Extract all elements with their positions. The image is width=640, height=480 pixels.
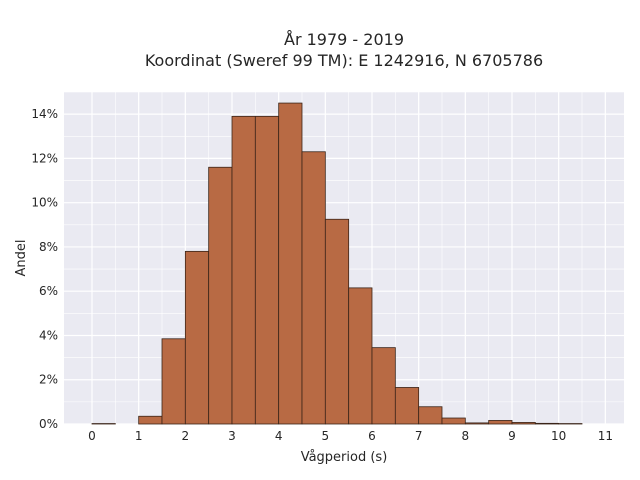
x-tick-label: 2 [182, 429, 190, 443]
histogram-bar [464, 422, 490, 425]
histogram-bar [161, 338, 186, 425]
histogram-bar [418, 406, 443, 425]
x-tick-label: 7 [415, 429, 423, 443]
x-tick-label: 6 [368, 429, 376, 443]
histogram-bar [348, 287, 373, 425]
x-tick-label: 4 [275, 429, 283, 443]
histogram-bar [394, 387, 420, 425]
x-axis-ticks: 0 1 2 3 4 5 6 7 8 9 10 11 [88, 429, 613, 443]
x-tick-label: 10 [551, 429, 566, 443]
y-tick-label: 8% [39, 240, 58, 254]
histogram-bar [371, 347, 396, 425]
x-axis-label: Vågperiod (s) [301, 450, 388, 465]
histogram-bar [324, 218, 350, 425]
x-tick-label: 5 [322, 429, 330, 443]
histogram-bar [138, 415, 163, 425]
x-tick-label: 0 [88, 429, 96, 443]
histogram-bar [511, 422, 536, 425]
y-tick-label: 6% [39, 284, 58, 298]
y-axis-label: Andel [14, 240, 29, 277]
histogram-bar [231, 115, 256, 425]
histogram-bar [301, 151, 326, 425]
x-tick-label: 3 [228, 429, 236, 443]
y-tick-label: 10% [31, 196, 58, 210]
histogram-bar [441, 417, 466, 425]
histogram-bar [184, 250, 210, 425]
y-tick-label: 0% [39, 417, 58, 431]
y-tick-label: 4% [39, 328, 58, 342]
x-tick-label: 9 [508, 429, 516, 443]
histogram-bar [278, 102, 303, 425]
bars [91, 102, 583, 425]
x-tick-label: 1 [135, 429, 143, 443]
y-tick-label: 2% [39, 373, 58, 387]
x-tick-label: 11 [598, 429, 613, 443]
y-tick-label: 14% [31, 107, 58, 121]
histogram-bar [488, 420, 513, 425]
y-axis-ticks: 0% 2% 4% 6% 8% 10% 12% 14% [31, 107, 58, 431]
x-tick-label: 8 [462, 429, 470, 443]
y-tick-label: 12% [31, 151, 58, 165]
histogram-bar [254, 115, 280, 425]
histogram-bar [534, 422, 560, 425]
histogram-bar [208, 166, 233, 425]
chart-title-line-2: Koordinat (Sweref 99 TM): E 1242916, N 6… [145, 51, 543, 70]
chart-title-line-1: År 1979 - 2019 [284, 30, 404, 49]
